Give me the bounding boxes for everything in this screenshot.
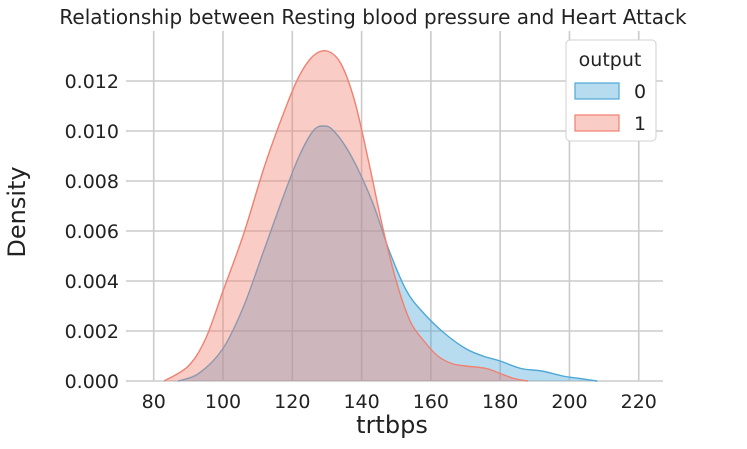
legend-box xyxy=(565,39,657,142)
y-tick-label: 0.012 xyxy=(65,71,119,93)
legend-swatch-0 xyxy=(574,82,620,100)
tick-layer: 80 100 120 140 160 180 200 220 0.000 0.002 0.004 0.… xyxy=(65,71,657,413)
y-tick-label: 0.008 xyxy=(65,171,119,193)
y-tick-label: 0.002 xyxy=(65,321,119,343)
density-line-1 xyxy=(163,49,529,382)
legend-label-0: 0 xyxy=(634,81,646,103)
legend-label-1: 1 xyxy=(634,113,646,135)
y-tick-label: 0.000 xyxy=(65,371,119,393)
density-area-1 xyxy=(164,50,528,381)
x-tick-label: 220 xyxy=(621,391,657,413)
x-axis-label: trtbps xyxy=(356,411,428,439)
x-tick-label: 120 xyxy=(274,391,310,413)
x-tick-label: 80 xyxy=(142,391,166,413)
x-tick-label: 180 xyxy=(482,391,518,413)
legend-swatch-1 xyxy=(574,114,620,132)
x-tick-label: 200 xyxy=(551,391,587,413)
x-tick-label: 140 xyxy=(343,391,379,413)
x-tick-label: 160 xyxy=(413,391,449,413)
chart-title: Relationship between Resting blood press… xyxy=(59,5,687,29)
grid-layer xyxy=(126,31,663,382)
legend: output 0 1 xyxy=(565,39,657,142)
legend-title: output xyxy=(579,49,642,71)
y-tick-label: 0.010 xyxy=(65,121,119,143)
y-axis-label: Density xyxy=(3,166,31,257)
y-tick-label: 0.004 xyxy=(65,271,119,293)
density-line-0 xyxy=(177,125,598,382)
y-tick-label: 0.006 xyxy=(65,221,119,243)
x-tick-label: 100 xyxy=(205,391,241,413)
series-layer xyxy=(163,49,598,382)
density-area-0 xyxy=(177,126,598,381)
